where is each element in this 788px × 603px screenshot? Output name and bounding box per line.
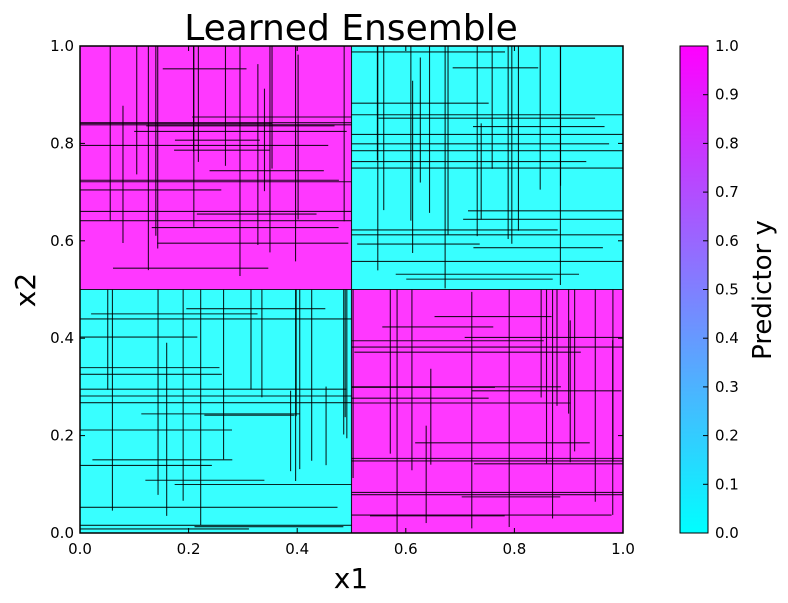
y-tick-label: 0.6 [50,232,74,250]
x-tick-label: 0.8 [502,540,526,558]
x-tick-label: 0.6 [394,540,418,558]
chart-title: Learned Ensemble [184,8,518,49]
region-0 [80,46,352,290]
colorbar-tick-label: 0.2 [715,427,739,445]
y-tick-label: 0.2 [50,427,74,445]
y-tick-label: 1.0 [50,37,74,55]
colorbar: 0.0 0.1 0.2 0.3 0.4 0.5 0.6 0.7 0.8 0.9 1.0 Predic… [679,37,778,542]
plot-frame [79,45,624,534]
y-axis-label: x2 [9,273,42,307]
y-axis-ticks: 0.0 0.2 0.4 0.6 0.8 1.0 [50,37,623,542]
x-axis-ticks: 0.0 0.2 0.4 0.6 0.8 1.0 [68,46,635,558]
colorbar-tick-label: 0.9 [715,86,739,104]
x-tick-label: 0.0 [68,540,92,558]
colorbar-tick-label: 0.4 [715,329,739,347]
colorbar-ticks: 0.0 0.1 0.2 0.3 0.4 0.5 0.6 0.7 0.8 0.9 1.0 [703,37,739,542]
colorbar-tick-label: 0.6 [715,232,739,250]
colorbar-tick-label: 0.8 [715,134,739,152]
colorbar-tick-label: 0.0 [715,524,739,542]
colorbar-label: Predictor y [748,220,778,360]
plot-area [79,45,624,534]
y-tick-label: 0.4 [50,329,74,347]
colorbar-tick-label: 0.5 [715,281,739,299]
x-axis-label: x1 [334,562,368,595]
region-2 [80,289,352,533]
colorbar-tick-label: 0.7 [715,183,739,201]
tree-split-lines [80,46,623,533]
x-tick-label: 0.2 [177,540,201,558]
y-tick-label: 0.0 [50,524,74,542]
x-tick-label: 0.4 [285,540,309,558]
x-tick-label: 1.0 [611,540,635,558]
colorbar-tick-label: 1.0 [715,37,739,55]
colorbar-tick-label: 0.1 [715,475,739,493]
colorbar-tick-label: 0.3 [715,378,739,396]
y-tick-label: 0.8 [50,134,74,152]
